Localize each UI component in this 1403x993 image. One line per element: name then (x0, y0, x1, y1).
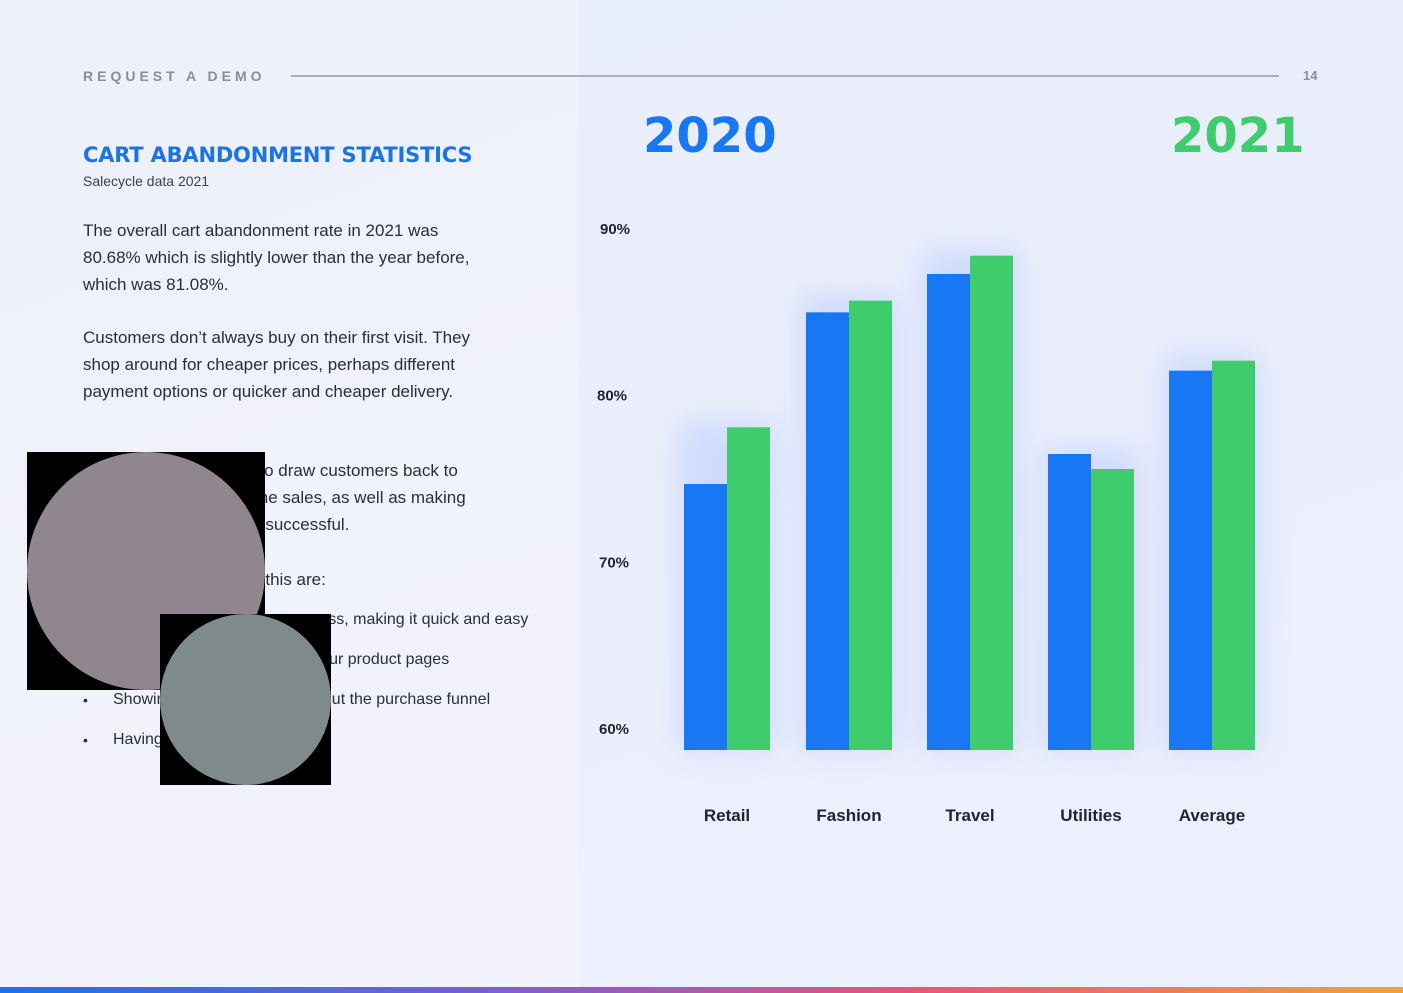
redaction-box (160, 614, 331, 785)
bar-2020-retail (684, 484, 727, 750)
section-subtitle: Salecycle data 2021 (83, 173, 210, 189)
y-tick-label: 70% (599, 554, 629, 571)
x-tick-label: Fashion (816, 806, 881, 825)
bar-2021-fashion (849, 300, 892, 750)
x-tick-label: Average (1179, 806, 1245, 825)
x-tick-label: Utilities (1060, 806, 1121, 825)
bar-2021-retail (727, 427, 770, 750)
legend-2021: 2021 (1171, 108, 1305, 164)
y-tick-label: 80% (597, 388, 627, 405)
request-demo-label[interactable]: REQUEST A DEMO (83, 68, 266, 84)
bar-2020-fashion (806, 312, 849, 750)
header-divider (291, 75, 1279, 77)
paragraph-rate: The overall cart abandonment rate in 202… (83, 221, 470, 294)
y-tick-label: 90% (600, 221, 630, 238)
bar-2021-travel (970, 255, 1013, 750)
y-tick-label: 60% (599, 721, 629, 738)
bar-2021-average (1212, 360, 1255, 750)
legend-2020: 2020 (643, 108, 777, 164)
bar-2020-utilities (1048, 454, 1091, 750)
list-item: Having (83, 727, 528, 767)
bar-chart: 60% 70% 80% 90% Retail Fashion Travel Utilities… (597, 221, 1261, 825)
redaction-disc (160, 614, 331, 785)
x-tick-label: Travel (945, 806, 994, 825)
bottom-gradient-bar (0, 987, 1403, 993)
paragraph-customers: Customers don’t always buy on their firs… (83, 328, 471, 401)
bar-2021-utilities (1091, 469, 1134, 750)
page-number: 14 (1303, 68, 1318, 83)
x-tick-label: Retail (704, 806, 750, 825)
bar-2020-travel (927, 274, 970, 750)
bar-2020-average (1169, 370, 1212, 750)
section-title: CART ABANDONMENT STATISTICS (83, 143, 473, 167)
